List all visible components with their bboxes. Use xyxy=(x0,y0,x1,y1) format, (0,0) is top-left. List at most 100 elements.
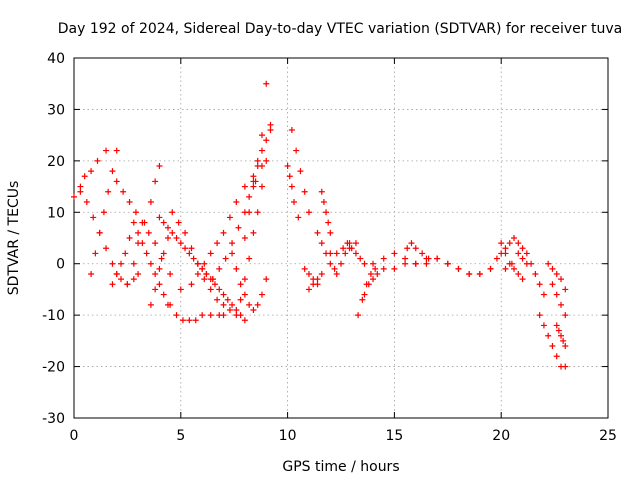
data-point xyxy=(558,332,565,339)
data-point xyxy=(286,173,293,180)
data-point xyxy=(562,343,569,349)
data-point xyxy=(169,209,176,216)
data-point xyxy=(314,276,321,283)
data-point xyxy=(246,301,253,308)
data-point xyxy=(391,250,398,257)
data-point xyxy=(241,235,248,241)
data-point xyxy=(444,260,451,267)
data-point xyxy=(209,276,216,283)
series-trace-16 xyxy=(229,250,270,313)
data-point xyxy=(540,291,547,298)
data-point xyxy=(327,250,334,257)
data-point xyxy=(297,168,304,175)
data-point xyxy=(365,281,372,288)
series-trace-17 xyxy=(241,80,270,241)
data-point xyxy=(250,307,257,313)
data-point xyxy=(374,271,381,277)
data-point xyxy=(220,301,227,308)
data-point xyxy=(167,271,174,277)
data-point xyxy=(519,245,526,252)
data-point xyxy=(425,255,432,262)
data-point xyxy=(220,229,227,236)
data-point xyxy=(493,255,500,262)
series-trace-38 xyxy=(545,260,569,293)
data-point xyxy=(263,137,270,144)
data-point xyxy=(558,301,565,308)
data-point xyxy=(182,245,189,252)
data-point xyxy=(177,240,184,247)
data-point xyxy=(173,312,180,319)
data-point xyxy=(94,157,101,164)
data-point xyxy=(254,163,261,169)
data-point xyxy=(169,229,176,236)
data-point xyxy=(263,157,270,164)
data-point xyxy=(207,312,214,319)
data-point xyxy=(246,255,253,262)
data-point xyxy=(188,281,195,288)
data-point xyxy=(391,265,398,272)
data-point xyxy=(156,214,163,221)
data-point xyxy=(226,214,233,221)
data-point xyxy=(562,363,569,370)
data-point xyxy=(372,265,379,272)
data-point xyxy=(113,178,120,185)
data-point xyxy=(214,296,221,303)
data-point xyxy=(139,240,146,247)
data-point xyxy=(235,224,242,231)
data-point xyxy=(156,281,163,288)
data-point xyxy=(408,240,415,247)
data-point xyxy=(190,255,197,262)
data-point xyxy=(288,127,295,133)
data-point xyxy=(342,250,349,257)
data-point xyxy=(233,265,240,272)
x-tick-label: 20 xyxy=(492,428,510,444)
data-point xyxy=(100,209,107,216)
data-point xyxy=(301,265,308,272)
data-point xyxy=(117,260,124,267)
data-point xyxy=(267,127,274,133)
data-point xyxy=(553,291,560,298)
data-point xyxy=(241,291,248,298)
y-tick-label: 10 xyxy=(47,205,65,221)
data-point xyxy=(523,250,530,257)
data-point xyxy=(122,250,129,257)
data-point xyxy=(216,265,223,272)
x-tick-label: 0 xyxy=(70,428,79,444)
data-point xyxy=(549,281,556,288)
data-points xyxy=(71,80,569,370)
data-point xyxy=(250,183,257,190)
data-point xyxy=(250,173,257,180)
data-point xyxy=(370,276,377,283)
data-point xyxy=(135,229,142,236)
data-point xyxy=(132,209,139,216)
y-tick-label: -10 xyxy=(42,308,65,324)
data-point xyxy=(152,286,159,293)
y-tick-label: -20 xyxy=(42,360,65,376)
series-trace-21 xyxy=(301,265,321,288)
data-point xyxy=(318,188,325,195)
data-point xyxy=(549,265,556,272)
data-point xyxy=(293,147,300,154)
data-point xyxy=(301,188,308,195)
data-point xyxy=(553,271,560,277)
data-point xyxy=(370,260,377,267)
chart-title: Day 192 of 2024, Sidereal Day-to-day VTE… xyxy=(58,21,622,37)
data-point xyxy=(254,301,261,308)
data-point xyxy=(511,235,518,241)
data-point xyxy=(466,271,473,277)
series-trace-28 xyxy=(355,265,379,319)
data-point xyxy=(229,240,236,247)
data-point xyxy=(511,265,518,272)
series-trace-12 xyxy=(194,260,248,324)
data-point xyxy=(88,271,95,277)
series-trace-14 xyxy=(209,178,259,283)
data-point xyxy=(201,260,208,267)
data-point xyxy=(355,312,362,319)
data-point xyxy=(508,260,515,267)
data-point xyxy=(233,199,240,205)
data-point xyxy=(344,240,351,247)
data-point xyxy=(258,147,265,154)
data-point xyxy=(340,245,347,252)
series-trace-31 xyxy=(380,255,494,277)
data-point xyxy=(263,276,270,283)
